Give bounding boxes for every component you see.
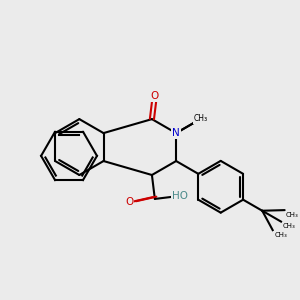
Text: CH₃: CH₃ [286,212,299,218]
Text: HO: HO [172,191,188,201]
Text: CH₃: CH₃ [283,223,295,229]
Text: N: N [172,128,180,138]
Text: CH₃: CH₃ [194,114,208,123]
Text: O: O [151,91,159,101]
Text: O: O [125,197,133,207]
Text: CH₃: CH₃ [274,232,287,238]
